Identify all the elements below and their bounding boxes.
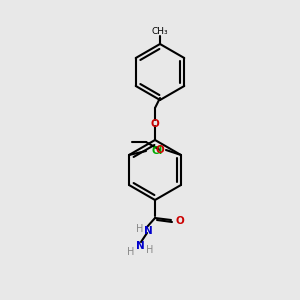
Text: H: H bbox=[127, 247, 134, 257]
Text: N: N bbox=[144, 226, 152, 236]
Text: H: H bbox=[136, 224, 143, 234]
Text: N: N bbox=[136, 241, 144, 251]
Text: CH₃: CH₃ bbox=[152, 28, 168, 37]
Text: O: O bbox=[151, 119, 159, 129]
Text: O: O bbox=[175, 216, 184, 226]
Text: Cl: Cl bbox=[151, 146, 162, 156]
Text: H: H bbox=[146, 245, 153, 255]
Text: O: O bbox=[155, 145, 164, 155]
